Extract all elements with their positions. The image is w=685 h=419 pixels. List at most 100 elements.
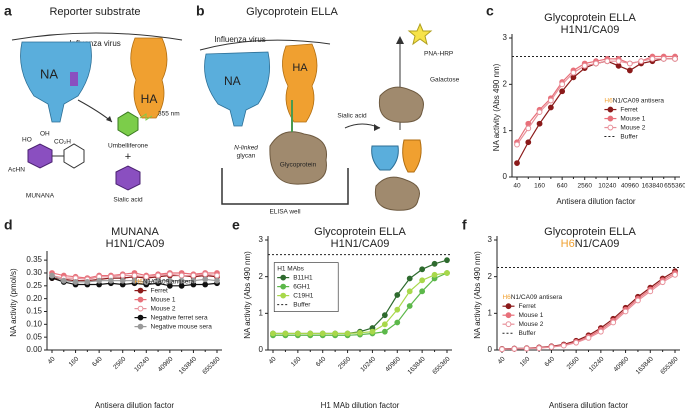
legend-swatch xyxy=(280,274,287,281)
panel-letter: e xyxy=(232,217,240,233)
legend-swatch xyxy=(607,124,614,131)
y-axis-label: NA activity (Abs 490 nm) xyxy=(473,251,482,339)
legend-label: C19H1 xyxy=(293,292,314,299)
x-tick-label: 2560 xyxy=(577,183,592,190)
chart-subtitle: H1N1/CA09 xyxy=(106,238,165,250)
data-point xyxy=(523,345,530,352)
data-point xyxy=(626,67,633,74)
legend-label: Buffer xyxy=(620,133,638,140)
virus-label: Influenza virus xyxy=(69,39,121,48)
x-tick-label: 163840 xyxy=(642,183,664,190)
legend-swatch xyxy=(137,314,144,321)
na-protein xyxy=(371,145,399,171)
na-protein xyxy=(20,41,92,123)
data-point xyxy=(166,277,173,284)
legend-label: Mouse 2 xyxy=(151,305,176,312)
na-label: NA xyxy=(40,66,58,81)
chem-label: CO₂H xyxy=(54,139,71,146)
data-point xyxy=(119,272,126,279)
data-point xyxy=(444,270,450,276)
data-point xyxy=(649,55,656,62)
na-label: NA xyxy=(224,74,241,88)
panel-letter: d xyxy=(4,217,13,233)
data-point xyxy=(84,279,91,285)
data-point xyxy=(597,328,604,335)
y-axis-label: NA activity (Abs 490 nm) xyxy=(492,63,501,151)
legend-label: Negative ferret sera xyxy=(151,314,208,321)
data-point xyxy=(570,69,577,76)
x-tick-label: 640 xyxy=(543,355,556,368)
y-tick-label: 0 xyxy=(259,345,264,354)
data-point xyxy=(294,330,301,337)
chem-label: OH xyxy=(40,131,50,138)
x-axis-label: Antisera dilution factor xyxy=(549,401,628,410)
coumarin-ring xyxy=(63,143,85,169)
fluorescence xyxy=(139,113,153,121)
data-point xyxy=(214,277,220,284)
legend-title: H6N1/CA09 antisera xyxy=(502,294,562,301)
legend-title: H6N1/CA09 antisera xyxy=(135,278,195,285)
data-point xyxy=(659,279,666,286)
data-point xyxy=(547,97,554,104)
legend-label: Mouse 1 xyxy=(151,296,176,303)
hrp-star xyxy=(407,22,433,46)
data-point xyxy=(635,297,641,304)
legend-title-part: N1/CA09 antisera xyxy=(613,97,665,104)
chart-subtitle-part: N1/CA09 xyxy=(575,238,620,250)
y-tick-label: 0.30 xyxy=(26,268,42,277)
legend-label: Ferret xyxy=(151,287,169,294)
data-point xyxy=(394,306,401,313)
data-point xyxy=(166,271,173,278)
data-point xyxy=(431,260,438,267)
data-point xyxy=(214,272,220,279)
product-label: Umbelliferone xyxy=(108,143,148,150)
y-tick-label: 0.00 xyxy=(26,345,42,354)
wavelength-label: 355 nm xyxy=(158,111,180,118)
legend-swatch xyxy=(505,321,512,328)
data-point xyxy=(622,308,629,315)
legend-title: H6N1/CA09 antisera xyxy=(604,97,664,104)
y-axis-label: NA activity (pmol/s) xyxy=(9,268,18,337)
legend-label: 6GH1 xyxy=(293,283,310,290)
legend-label: B11H1 xyxy=(293,274,313,281)
ha-protein xyxy=(130,37,168,119)
x-tick-label: 40960 xyxy=(157,355,175,373)
arrow xyxy=(77,99,113,123)
data-point xyxy=(511,346,518,352)
data-point xyxy=(573,339,580,346)
y-tick-label: 1 xyxy=(503,126,508,135)
glycoprotein xyxy=(374,176,420,211)
x-tick-label: 640 xyxy=(91,355,104,368)
data-point xyxy=(202,281,209,288)
ha-label: HA xyxy=(292,62,308,74)
x-tick-label: 2560 xyxy=(337,355,352,370)
data-point xyxy=(581,62,588,69)
data-point xyxy=(108,277,114,284)
legend-label: Mouse 1 xyxy=(620,115,645,122)
glycan-label: N-linked xyxy=(234,145,258,152)
data-point xyxy=(178,277,185,284)
legend-label: Buffer xyxy=(293,301,311,308)
legend-swatch xyxy=(607,115,614,122)
x-tick-label: 2560 xyxy=(112,355,127,370)
data-point xyxy=(394,319,401,326)
data-point xyxy=(178,272,185,279)
data-point xyxy=(514,141,520,148)
y-tick-label: 0.05 xyxy=(26,332,42,341)
chart-title: Glycoprotein ELLA xyxy=(544,12,636,24)
data-point xyxy=(60,277,67,284)
well-label: ELISA well xyxy=(269,209,301,216)
data-point xyxy=(319,330,326,337)
data-point xyxy=(610,319,617,326)
legend-swatch xyxy=(137,287,144,294)
data-point xyxy=(381,328,388,335)
data-point xyxy=(419,266,426,273)
data-point xyxy=(547,104,554,111)
legend-label: Mouse 1 xyxy=(518,312,543,319)
x-tick-label: 163840 xyxy=(178,355,199,376)
x-tick-label: 163840 xyxy=(406,355,427,376)
data-point xyxy=(282,330,289,337)
panel-letter: c xyxy=(486,3,494,19)
plus: + xyxy=(125,151,131,163)
x-tick-label: 655360 xyxy=(664,183,685,190)
